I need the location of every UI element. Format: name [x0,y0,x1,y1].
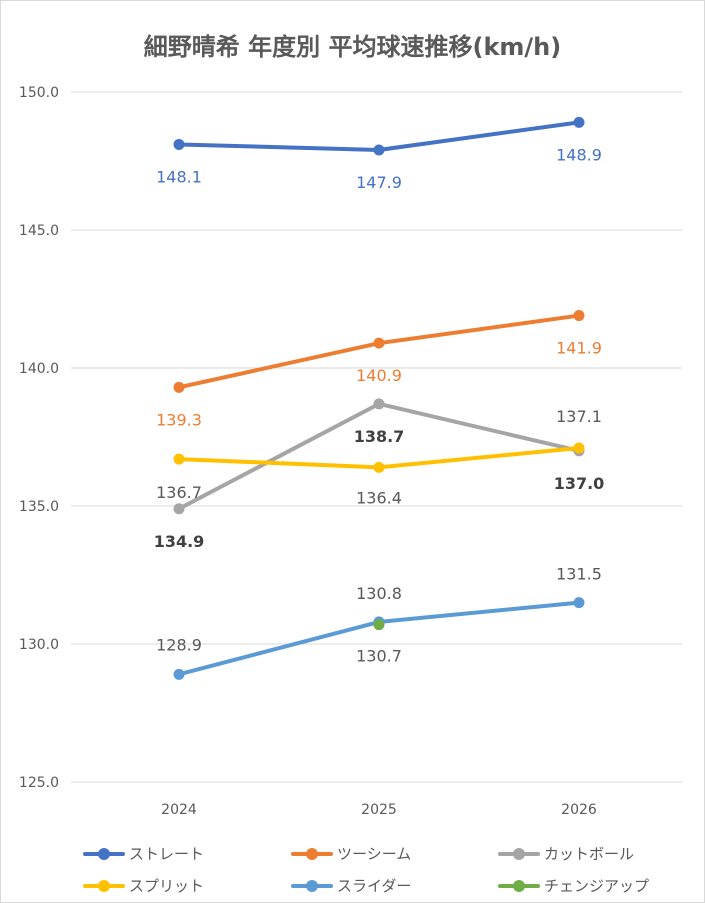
data-point [173,381,185,393]
data-point [573,442,585,454]
legend-marker-icon [83,847,125,860]
data-label: 131.5 [556,565,602,584]
y-tick-label: 135.0 [19,499,59,515]
legend-label: ツーシーム [337,845,412,863]
y-tick-label: 150.0 [19,85,59,101]
data-label: 134.9 [154,532,205,551]
data-label: 130.7 [356,647,402,666]
data-point [173,138,185,150]
data-label: 141.9 [556,339,602,358]
legend-label: チェンジアップ [544,877,650,895]
data-label: 130.8 [356,584,402,603]
data-point [373,619,385,631]
y-tick-label: 125.0 [19,775,59,791]
legend-item: スライダー [291,875,411,896]
data-point [573,310,585,322]
x-tick-label: 2024 [161,802,197,818]
data-label: 147.9 [356,173,402,192]
data-point [373,398,385,410]
data-label: 137.1 [556,407,602,426]
data-point [373,337,385,349]
data-point [573,116,585,128]
data-label: 136.4 [356,488,402,507]
x-tick-label: 2026 [561,802,597,818]
legend-label: スライダー [337,877,412,895]
data-label: 148.9 [556,145,602,164]
data-label: 138.7 [354,427,405,446]
legend-item: ツーシーム [291,843,411,864]
legend-marker-icon [291,847,333,860]
y-tick-label: 140.0 [19,361,59,377]
data-label: 128.9 [156,635,202,654]
data-label: 137.0 [554,474,605,493]
chart-title: 細野晴希 年度別 平均球速推移(km/h) [143,33,562,61]
legend-label: ストレート [129,845,205,863]
legend-label: スプリット [129,877,205,895]
legend-item: スプリット [83,875,204,896]
legend-marker-icon [83,879,125,892]
data-point [173,453,185,465]
legend-marker-icon [498,879,540,892]
data-label: 136.7 [156,483,202,502]
legend-item: チェンジアップ [498,875,649,896]
y-tick-label: 145.0 [19,223,59,239]
data-label: 139.3 [156,410,202,429]
data-point [173,503,185,515]
data-point [373,144,385,156]
legend-label: カットボール [544,845,635,863]
data-point [373,461,385,473]
data-label: 148.1 [156,167,202,186]
legend-marker-icon [291,879,333,892]
legend-marker-icon [498,847,540,860]
data-label: 140.9 [356,366,402,385]
x-tick-label: 2025 [361,802,397,818]
legend-item: カットボール [498,843,634,864]
legend-item: ストレート [83,843,204,864]
y-tick-label: 130.0 [19,637,59,653]
data-point [173,668,185,680]
data-point [573,597,585,609]
